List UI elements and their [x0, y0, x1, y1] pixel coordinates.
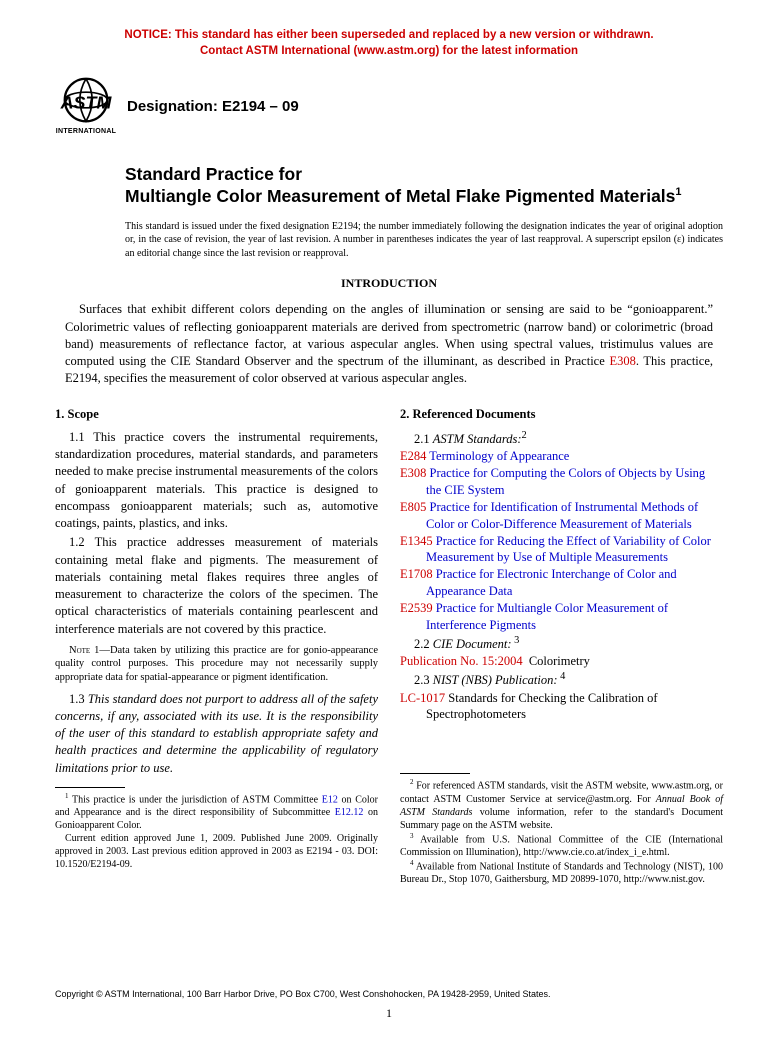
footnote-3: 3 Available from U.S. National Committee… [400, 832, 723, 859]
ref-cie-title: Colorimetry [529, 654, 590, 668]
right-column: 2. Referenced Documents 2.1 ASTM Standar… [400, 406, 723, 887]
title-block: Standard Practice for Multiangle Color M… [125, 163, 723, 260]
page: NOTICE: This standard has either been su… [0, 0, 778, 1041]
scope-1-2: 1.2 This practice addresses measurement … [55, 534, 378, 638]
ref-e308-code[interactable]: E308 [400, 466, 426, 480]
ref-e308-title[interactable]: Practice for Computing the Colors of Obj… [426, 466, 705, 497]
footnote-rule-right [400, 773, 470, 774]
ref-e1345-title[interactable]: Practice for Reducing the Effect of Vari… [426, 534, 711, 565]
fn3-b: Available from U.S. National Committee o… [400, 834, 723, 858]
ref-e1708-code[interactable]: E1708 [400, 567, 433, 581]
ref-e1708-title[interactable]: Practice for Electronic Interchange of C… [426, 567, 677, 598]
supersede-notice: NOTICE: This standard has either been su… [55, 28, 723, 59]
refs-astm-text: ASTM Standards: [433, 432, 522, 446]
logo-org-text: INTERNATIONAL [55, 128, 117, 135]
ref-e805-code[interactable]: E805 [400, 500, 426, 514]
fn1-a: This practice is under the jurisdiction … [69, 794, 322, 805]
notice-line2: Contact ASTM International (www.astm.org… [200, 45, 578, 57]
refs-nist-sup: 4 [558, 671, 566, 682]
scope-1-1: 1.1 This practice covers the instrumenta… [55, 429, 378, 533]
ref-cie-pub: Publication No. 15:2004 Colorimetry [400, 653, 723, 670]
astm-logo: ASTM INTERNATIONAL [55, 77, 117, 135]
scope-1-3-num: 1.3 [69, 692, 88, 706]
fixed-designation-note: This standard is issued under the fixed … [125, 220, 723, 261]
refs-heading: 2. Referenced Documents [400, 406, 723, 423]
ref-e1345: E1345 Practice for Reducing the Effect o… [400, 533, 723, 567]
ref-e1708: E1708 Practice for Electronic Interchang… [400, 566, 723, 600]
ref-nist-lc1017: LC-1017 Standards for Checking the Calib… [400, 690, 723, 724]
scope-heading: 1. Scope [55, 406, 378, 423]
refs-astm-label: 2.1 ASTM Standards:2 [400, 429, 723, 448]
ref-e805: E805 Practice for Identification of Inst… [400, 499, 723, 533]
footnote-4: 4 Available from National Institute of S… [400, 859, 723, 886]
spacer [400, 723, 723, 763]
ref-nist-code[interactable]: LC-1017 [400, 691, 445, 705]
introduction-body: Surfaces that exhibit different colors d… [65, 301, 713, 387]
ref-e1345-code[interactable]: E1345 [400, 534, 433, 548]
fn1-link-e1212[interactable]: E12.12 [335, 807, 364, 818]
header: ASTM INTERNATIONAL Designation: E2194 – … [55, 77, 723, 135]
footnote-rule-left [55, 787, 125, 788]
footnote-1b: Current edition approved June 1, 2009. P… [55, 832, 378, 871]
footnote-2: 2 For referenced ASTM standards, visit t… [400, 778, 723, 831]
refs-nist-num: 2.3 [414, 673, 433, 687]
title-footnote-ref: 1 [675, 187, 681, 199]
refs-cie-sup: 3 [512, 635, 520, 646]
ref-e284-code[interactable]: E284 [400, 449, 426, 463]
designation: Designation: E2194 – 09 [127, 98, 299, 115]
notice-line1: NOTICE: This standard has either been su… [124, 29, 653, 41]
document-title: Standard Practice for Multiangle Color M… [125, 163, 723, 208]
astm-logo-icon: ASTM [58, 77, 114, 123]
footnote-1: 1 This practice is under the jurisdictio… [55, 792, 378, 832]
scope-1-3: 1.3 This standard does not purport to ad… [55, 691, 378, 777]
ref-e2539-code[interactable]: E2539 [400, 601, 433, 615]
ref-e805-title[interactable]: Practice for Identification of Instrumen… [426, 500, 698, 531]
refs-astm-sup: 2 [522, 430, 527, 441]
copyright: Copyright © ASTM International, 100 Barr… [55, 989, 551, 999]
refs-cie-label: 2.2 CIE Document: 3 [400, 634, 723, 653]
ref-nist-title: Standards for Checking the Calibration o… [426, 691, 658, 722]
scope-1-3-text: This standard does not purport to addres… [55, 692, 378, 775]
svg-text:ASTM: ASTM [60, 92, 113, 112]
ref-e284: E284 Terminology of Appearance [400, 448, 723, 465]
fn4-b: Available from National Institute of Sta… [400, 861, 723, 885]
fn1-link-e12[interactable]: E12 [322, 794, 338, 805]
intro-link-e308[interactable]: E308 [609, 354, 635, 368]
introduction-heading: INTRODUCTION [55, 276, 723, 291]
title-line2: Multiangle Color Measurement of Metal Fl… [125, 186, 675, 206]
refs-nist-text: NIST (NBS) Publication: [433, 673, 558, 687]
ref-e284-title[interactable]: Terminology of Appearance [429, 449, 569, 463]
ref-e2539-title[interactable]: Practice for Multiangle Color Measuremen… [426, 601, 668, 632]
note-1: Note 1—Data taken by utilizing this prac… [55, 644, 378, 685]
left-column: 1. Scope 1.1 This practice covers the in… [55, 406, 378, 887]
ref-cie-code[interactable]: Publication No. 15:2004 [400, 654, 523, 668]
note-1-label: Note 1— [69, 645, 110, 656]
page-number: 1 [0, 1006, 778, 1021]
two-column-body: 1. Scope 1.1 This practice covers the in… [55, 406, 723, 887]
refs-cie-text: CIE Document: [433, 637, 512, 651]
refs-cie-num: 2.2 [414, 637, 433, 651]
title-line1: Standard Practice for [125, 164, 302, 184]
refs-nist-label: 2.3 NIST (NBS) Publication: 4 [400, 670, 723, 689]
ref-e2539: E2539 Practice for Multiangle Color Meas… [400, 600, 723, 634]
refs-astm-num: 2.1 [414, 432, 433, 446]
ref-e308: E308 Practice for Computing the Colors o… [400, 465, 723, 499]
